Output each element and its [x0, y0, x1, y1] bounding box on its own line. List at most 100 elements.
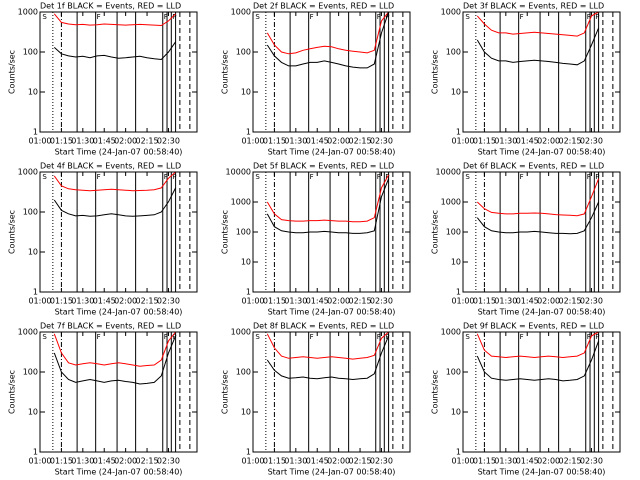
x-tick-label: 02:15: [559, 137, 582, 146]
y-tick-label: 10: [28, 248, 38, 257]
x-tick-label: 01:45: [516, 457, 539, 466]
x-axis-label: Start Time (24-Jan-07 00:58:40): [55, 308, 183, 317]
y-tick-label: 1000: [18, 328, 38, 337]
y-tick-label: 1000: [231, 198, 251, 207]
series-line: [266, 178, 390, 234]
y-tick-label: 10: [28, 88, 38, 97]
y-tick-label: 10: [241, 408, 251, 417]
x-tick-label: 02:15: [136, 457, 159, 466]
series-line: [476, 201, 600, 235]
y-tick-label: 1000: [231, 8, 251, 17]
x-tick-label: 02:00: [114, 457, 137, 466]
y-tick-label: 100: [236, 228, 251, 237]
y-axis-label: Counts/sec: [431, 210, 440, 254]
y-tick-label: 100: [446, 368, 461, 377]
y-tick-label: 1: [456, 448, 461, 457]
x-tick-label: 01:45: [306, 137, 329, 146]
event-marker: P: [385, 333, 389, 341]
x-tick-label: 01:30: [284, 457, 307, 466]
y-axis-label: Counts/sec: [8, 50, 17, 94]
panel-title: Det 7f BLACK = Events, RED = LLD: [40, 322, 181, 331]
x-tick-label: 02:00: [327, 137, 350, 146]
panel-title: Det 4f BLACK = Events, RED = LLD: [40, 162, 181, 171]
event-marker: S: [255, 173, 260, 181]
x-tick-label: 01:15: [263, 137, 286, 146]
x-axis-label: Start Time (24-Jan-07 00:58:40): [268, 308, 396, 317]
x-tick-label: 01:00: [241, 457, 264, 466]
x-tick-label: 01:00: [241, 297, 264, 306]
x-tick-label: 02:30: [370, 297, 393, 306]
panel-title: Det 6f BLACK = Events, RED = LLD: [463, 162, 604, 171]
event-marker: P: [595, 173, 599, 181]
x-tick-label: 01:30: [71, 297, 94, 306]
y-axis-label: Counts/sec: [221, 210, 230, 254]
series-line: [476, 331, 599, 359]
x-tick-label: 02:00: [537, 457, 560, 466]
y-tick-label: 1000: [18, 8, 38, 17]
y-axis-label: Counts/sec: [8, 210, 17, 254]
panel: Det 9f BLACK = Events, RED = LLD Start Ti…: [431, 322, 621, 477]
x-tick-label: 01:00: [451, 297, 474, 306]
y-tick-label: 1000: [18, 168, 38, 177]
event-marker: S: [42, 13, 47, 21]
x-tick-label: 02:15: [136, 297, 159, 306]
x-tick-label: 01:45: [93, 457, 116, 466]
plot-frame: [39, 171, 198, 293]
x-tick-label: 01:15: [473, 457, 496, 466]
x-tick-label: 01:30: [494, 137, 517, 146]
y-tick-label: 100: [236, 48, 251, 57]
x-tick-label: 02:00: [537, 297, 560, 306]
event-marker: F: [587, 333, 591, 341]
y-tick-label: 10: [451, 408, 461, 417]
x-tick-label: 01:15: [50, 457, 73, 466]
plot-frame: [39, 331, 198, 453]
x-tick-label: 02:30: [580, 457, 603, 466]
x-tick-label: 02:15: [349, 297, 372, 306]
panel-title: Det 8f BLACK = Events, RED = LLD: [253, 322, 394, 331]
x-tick-label: 01:15: [50, 297, 73, 306]
panel-title: Det 2f BLACK = Events, RED = LLD: [253, 2, 394, 11]
x-tick-label: 01:45: [516, 137, 539, 146]
y-tick-label: 100: [23, 208, 38, 217]
x-tick-label: 02:15: [136, 137, 159, 146]
event-marker: F: [377, 13, 381, 21]
series-line: [53, 187, 177, 217]
x-tick-label: 02:00: [327, 297, 350, 306]
x-tick-label: 02:30: [580, 137, 603, 146]
event-marker: P: [172, 173, 176, 181]
x-tick-label: 02:15: [559, 457, 582, 466]
x-tick-label: 01:15: [263, 457, 286, 466]
event-marker: F: [520, 173, 524, 181]
x-tick-label: 02:00: [537, 137, 560, 146]
y-tick-label: 100: [236, 368, 251, 377]
x-tick-label: 01:30: [71, 137, 94, 146]
x-tick-label: 01:00: [28, 297, 51, 306]
x-tick-label: 01:15: [263, 297, 286, 306]
x-axis-label: Start Time (24-Jan-07 00:58:40): [478, 468, 606, 477]
x-tick-label: 01:00: [28, 137, 51, 146]
x-tick-label: 02:30: [157, 457, 180, 466]
x-tick-label: 01:30: [494, 457, 517, 466]
y-tick-label: 100: [446, 48, 461, 57]
event-marker: F: [377, 173, 381, 181]
y-tick-label: 10: [451, 88, 461, 97]
x-axis-label: Start Time (24-Jan-07 00:58:40): [55, 148, 183, 157]
plot-frame: [252, 171, 411, 293]
y-tick-label: 1: [33, 288, 38, 297]
x-tick-label: 01:00: [451, 137, 474, 146]
x-axis-label: Start Time (24-Jan-07 00:58:40): [268, 468, 396, 477]
y-tick-label: 10000: [436, 168, 461, 177]
x-tick-label: 01:00: [241, 137, 264, 146]
event-marker: F: [164, 13, 168, 21]
x-axis-label: Start Time (24-Jan-07 00:58:40): [478, 148, 606, 157]
y-axis-label: Counts/sec: [221, 50, 230, 94]
event-marker: F: [587, 173, 591, 181]
x-tick-label: 02:15: [349, 137, 372, 146]
y-tick-label: 10: [241, 88, 251, 97]
y-tick-label: 1: [456, 128, 461, 137]
event-marker: P: [595, 13, 599, 21]
event-marker: F: [377, 333, 381, 341]
x-tick-label: 02:00: [327, 457, 350, 466]
event-marker: F: [97, 333, 101, 341]
